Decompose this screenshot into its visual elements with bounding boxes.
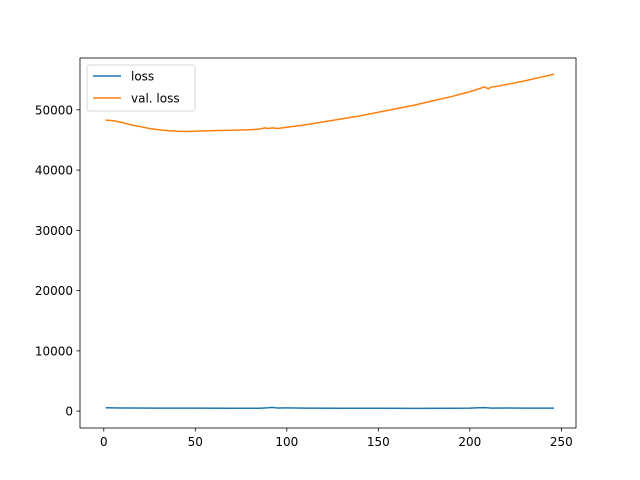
y-tick-label: 30000 bbox=[35, 224, 73, 238]
x-tick-label: 150 bbox=[367, 435, 390, 449]
legend: loss val. loss bbox=[86, 64, 196, 112]
x-tick-label: 200 bbox=[458, 435, 481, 449]
y-tick-label: 50000 bbox=[35, 103, 73, 117]
y-tick-label: 10000 bbox=[35, 344, 73, 358]
legend-label: loss bbox=[131, 70, 154, 84]
x-tick-label: 50 bbox=[188, 435, 203, 449]
legend-label: val. loss bbox=[131, 92, 180, 106]
y-tick-label: 0 bbox=[65, 405, 73, 419]
y-tick-label: 20000 bbox=[35, 284, 73, 298]
x-tick-label: 0 bbox=[100, 435, 108, 449]
y-tick-label: 40000 bbox=[35, 164, 73, 178]
plot-frame bbox=[79, 57, 577, 429]
x-axis: 0 50 100 150 200 250 bbox=[100, 428, 573, 449]
series-line-val-loss bbox=[105, 73, 555, 133]
x-tick-label: 100 bbox=[275, 435, 298, 449]
x-tick-label: 250 bbox=[550, 435, 573, 449]
series-line-loss bbox=[105, 406, 555, 410]
plot-area bbox=[105, 73, 555, 410]
y-axis: 0 10000 20000 30000 40000 50000 bbox=[35, 103, 80, 419]
